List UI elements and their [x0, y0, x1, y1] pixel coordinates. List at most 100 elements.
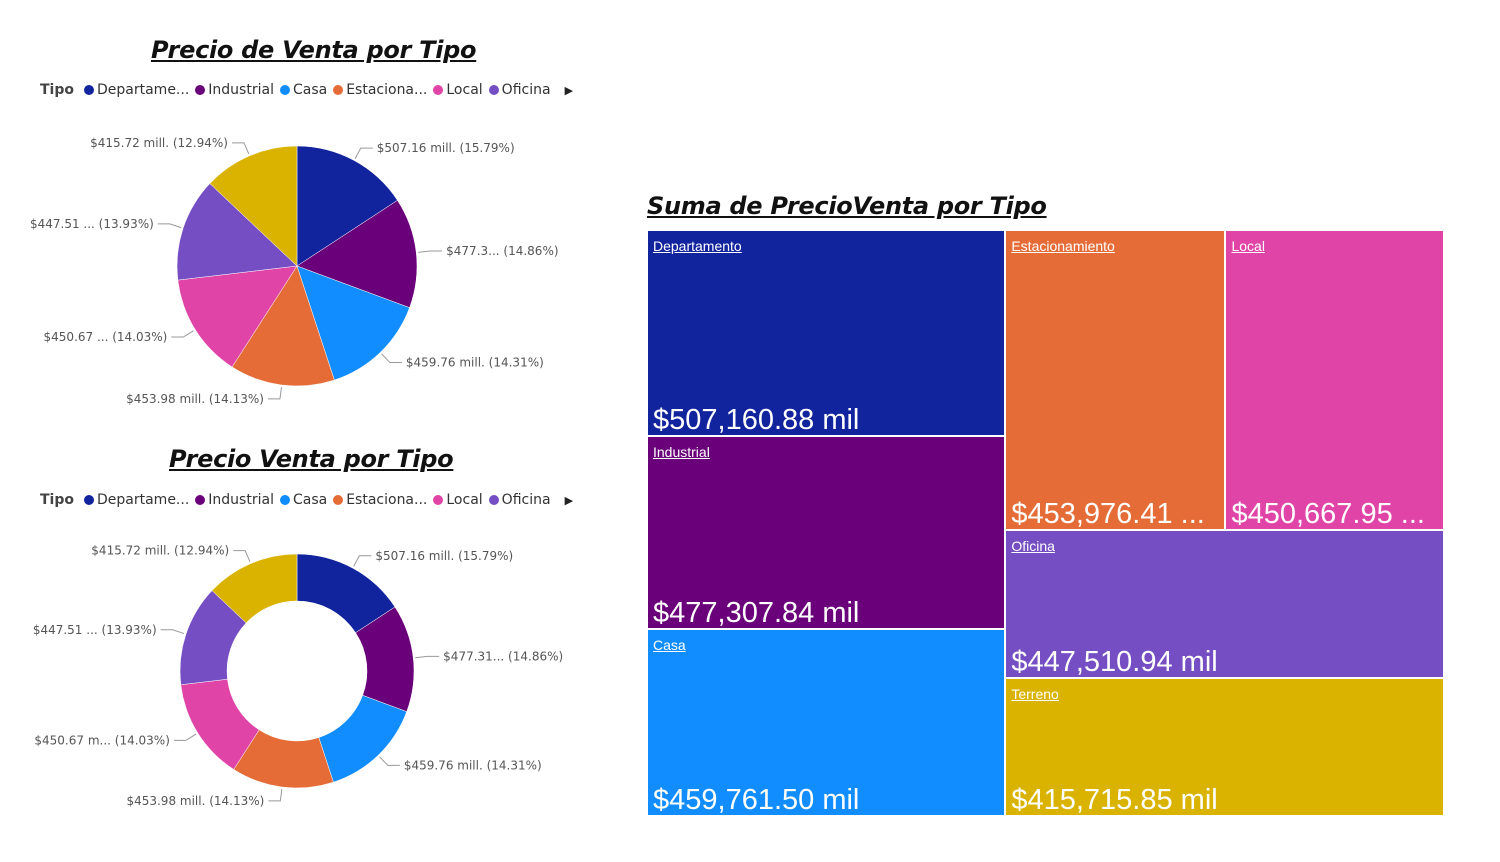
legend-label: Casa: [292, 82, 328, 98]
treemap-tile-estacionamiento[interactable]: Estacionamiento $453,976.41 ...: [1005, 230, 1226, 530]
treemap-chart: Departamento $507,160.88 mil Industrial $47…: [647, 230, 1444, 816]
treemap-title: Suma de PrecioVenta por Tipo: [647, 192, 1047, 220]
legend-item[interactable]: Industrial: [195, 492, 274, 508]
legend-dot: [84, 495, 94, 505]
treemap-tile-name: Terreno: [1011, 686, 1059, 703]
treemap-tile-value: $450,667.95 ...: [1231, 497, 1425, 530]
slice-terreno[interactable]: [211, 553, 298, 624]
legend-dot: [333, 495, 344, 505]
leader-line: [157, 223, 182, 229]
legend-label: Estaciona...: [346, 82, 428, 98]
legend-dot: [433, 495, 444, 505]
legend-item[interactable]: Estaciona...: [333, 82, 427, 98]
slice-industrial[interactable]: [296, 200, 418, 309]
treemap-tile-name: Industrial: [653, 443, 710, 460]
legend-label: Local: [446, 492, 483, 508]
data-label: $477.31... (14.86%): [443, 649, 563, 663]
legend-dot: [279, 495, 290, 505]
leader-line: [171, 330, 194, 338]
data-label: $447.51 ... (13.93%): [30, 217, 154, 231]
treemap-tile-value: $453,976.41 ...: [1011, 497, 1205, 530]
legend-dot: [333, 85, 344, 95]
legend-item[interactable]: Local: [433, 492, 483, 508]
legend-item[interactable]: Oficina: [488, 82, 551, 98]
data-label: $450.67 m... (14.03%): [34, 733, 170, 747]
leader-line: [353, 555, 372, 567]
legend-next-arrow-icon[interactable]: ▶: [564, 83, 574, 97]
leader-line: [418, 250, 443, 253]
treemap-tile-terreno[interactable]: Terreno $415,715.85 mil: [1005, 678, 1444, 816]
leader-line: [267, 386, 282, 400]
treemap-tile-casa[interactable]: Casa $459,761.50 mil: [647, 629, 1006, 816]
data-label: $453.98 mill. (14.13%): [126, 794, 264, 808]
legend-next-arrow-icon[interactable]: ▶: [564, 493, 574, 507]
data-label: $459.76 mill. (14.31%): [404, 758, 542, 772]
legend-title: Tipo: [40, 82, 74, 98]
legend-label: Oficina: [501, 82, 551, 98]
slice-departamento[interactable]: [296, 145, 398, 267]
data-label: $415.72 mill. (12.94%): [90, 136, 228, 150]
legend-label: Local: [446, 82, 483, 98]
legend-label: Industrial: [208, 492, 274, 508]
leader-line: [381, 353, 402, 364]
legend-items: Departame... Industrial Casa Estaciona... Lo…: [84, 82, 557, 98]
legend-label: Oficina: [501, 492, 551, 508]
treemap-tile-value: $415,715.85 mil: [1011, 783, 1218, 816]
treemap-tile-value: $459,761.50 mil: [653, 783, 860, 816]
data-label: $450.67 ... (14.03%): [44, 330, 168, 344]
leader-line: [233, 550, 251, 562]
legend-item[interactable]: Estaciona...: [333, 492, 427, 508]
treemap-tile-value: $507,160.88 mil: [653, 403, 860, 436]
treemap-tile-departamento[interactable]: Departamento $507,160.88 mil: [647, 230, 1006, 436]
slice-local[interactable]: [177, 265, 298, 368]
legend-item[interactable]: Departame...: [84, 492, 189, 508]
data-label: $453.98 mill. (14.13%): [126, 392, 264, 406]
treemap-tile-value: $477,307.84 mil: [653, 597, 860, 630]
legend-item[interactable]: Casa: [279, 492, 328, 508]
treemap-tile-name: Oficina: [1011, 537, 1055, 554]
legend-label: Departame...: [97, 82, 190, 98]
leader-line: [415, 655, 440, 659]
treemap-tile-local[interactable]: Local $450,667.95 ...: [1225, 230, 1444, 530]
legend-label: Casa: [292, 492, 328, 508]
treemap-tile-name: Local: [1231, 238, 1265, 254]
data-label: $459.76 mill. (14.31%): [406, 356, 544, 370]
legend-label: Estaciona...: [346, 492, 428, 508]
legend-dot: [488, 495, 499, 505]
legend-dot: [84, 85, 94, 95]
legend-item[interactable]: Oficina: [488, 492, 551, 508]
legend-item[interactable]: Casa: [279, 82, 328, 98]
leader-line: [354, 147, 373, 159]
legend-item[interactable]: Departame...: [84, 82, 189, 98]
leader-line: [379, 756, 400, 766]
leader-line: [173, 733, 197, 741]
treemap-tile-name: Departamento: [653, 238, 742, 254]
legend-title: Tipo: [40, 492, 74, 508]
pie-chart-title: Precio de Venta por Tipo: [151, 36, 477, 64]
slice-oficina[interactable]: [176, 183, 298, 281]
data-label: $415.72 mill. (12.94%): [91, 544, 229, 558]
slice-terreno[interactable]: [209, 145, 298, 267]
slice-casa[interactable]: [318, 695, 408, 783]
treemap-tile-name: Estacionamiento: [1011, 238, 1115, 254]
treemap-tile-value: $447,510.94 mil: [1011, 646, 1218, 679]
pie-legend: Tipo Departame... Industrial Casa Estaciona…: [40, 82, 573, 98]
legend-item[interactable]: Local: [433, 82, 483, 98]
legend-items: Departame... Industrial Casa Estaciona... Lo…: [84, 492, 557, 508]
donut-chart-title: Precio Venta por Tipo: [169, 445, 454, 473]
treemap-tile-oficina[interactable]: Oficina $447,510.94 mil: [1005, 529, 1444, 679]
legend-dot: [195, 85, 206, 95]
treemap-tile-industrial[interactable]: Industrial $477,307.84 mil: [647, 435, 1006, 630]
data-label: $507.16 mill. (15.79%): [375, 549, 513, 563]
leader-line: [232, 142, 250, 155]
leader-line: [160, 629, 185, 635]
legend-dot: [433, 85, 444, 95]
leader-line: [268, 788, 283, 802]
legend-item[interactable]: Industrial: [195, 82, 274, 98]
legend-dot: [195, 495, 206, 505]
donut-chart: $507.16 mill. (15.79%) $477.31... (14.86%…: [33, 544, 563, 808]
slice-estacionamiento[interactable]: [231, 265, 335, 387]
legend-label: Industrial: [208, 82, 274, 98]
data-label: $477.3... (14.86%): [446, 244, 558, 258]
treemap-tile-name: Casa: [653, 637, 686, 654]
